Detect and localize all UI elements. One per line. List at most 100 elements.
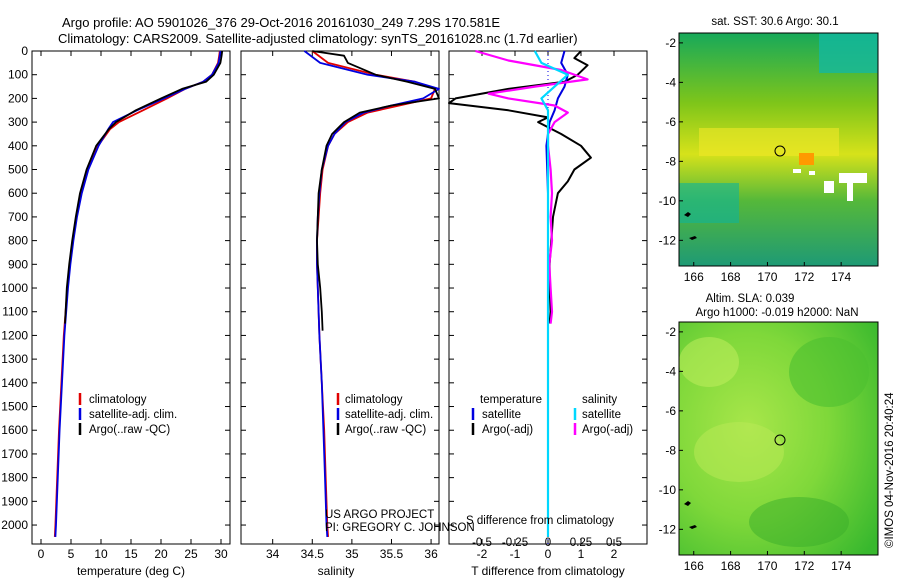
map-y-tick-label: -10: [659, 194, 677, 208]
y-tick-label: 1900: [1, 494, 28, 508]
sst-map-patch: [819, 33, 878, 73]
map-y-tick-label: -12: [659, 233, 677, 247]
sst-map-land: [793, 169, 801, 173]
map-y-tick-label: -4: [665, 75, 676, 89]
legend-header-temperature: temperature: [480, 394, 542, 406]
imos-credit: ©IMOS 04-Nov-2016 20:40:24: [884, 392, 896, 548]
difference-series: [448, 49, 592, 537]
legend-label-climatology: climatology: [89, 394, 147, 406]
salinity-xlabel: salinity: [318, 564, 355, 578]
sst-map-patch: [699, 128, 839, 156]
map-x-tick-label: 172: [794, 559, 814, 573]
temperature-xlabel: temperature (deg C): [77, 564, 185, 578]
map-y-tick-label: -8: [665, 443, 676, 457]
x-tick-label: 35.5: [380, 547, 404, 561]
sst-map-land: [839, 173, 867, 183]
difference-xlabel: T difference from climatology: [471, 564, 625, 578]
x-tick-label-salinity: 0.5: [606, 537, 622, 549]
map-y-tick-label: -4: [665, 364, 676, 378]
sla-map-ticks: 166 168 170 172 174 -2 -4 -6 -8 -10 -12: [659, 325, 852, 573]
legend-label-s-satellite: satellite: [582, 409, 621, 421]
credit-pi: PI: GREGORY C. JOHNSON: [325, 522, 475, 534]
legend-header-salinity: salinity: [582, 394, 617, 406]
difference-legend: temperature salinity satellite Argo(-adj…: [471, 394, 633, 436]
sst-map-land: [847, 183, 853, 201]
x-tick-label: 36: [424, 547, 438, 561]
map-x-tick-label: 168: [721, 559, 741, 573]
x-tick-label-salinity: -0.25: [502, 537, 528, 549]
sst-map-island: [684, 212, 697, 240]
series-line-s-satellite: [533, 50, 569, 537]
series-line-climatology: [311, 50, 436, 537]
sst-map-land: [824, 181, 834, 193]
legend-label-argo: Argo(..raw -QC): [89, 424, 170, 436]
sla-map-blob: [679, 337, 739, 387]
map-x-tick-label: 168: [721, 270, 741, 284]
x-tick-label: 2: [611, 547, 618, 561]
argo-location-marker: [774, 434, 786, 446]
series-line-satellite: [54, 50, 222, 537]
legend-label-satellite: satellite-adj. clim.: [89, 409, 177, 421]
sst-map: sat. SST: 30.6 Argo: 30.1: [659, 16, 879, 284]
map-x-tick-label: 172: [794, 270, 814, 284]
legend-label-s-argo: Argo(-adj): [582, 424, 633, 436]
x-tick-label: 25: [184, 547, 198, 561]
y-tick-label: 600: [8, 186, 28, 200]
x-tick-label: 30: [214, 547, 228, 561]
x-tick-label: 15: [124, 547, 138, 561]
map-x-tick-label: 170: [757, 559, 777, 573]
y-tick-label: 900: [8, 257, 28, 271]
y-tick-label: 2000: [1, 518, 28, 532]
x-tick-label: 35: [345, 547, 359, 561]
x-tick-label-salinity: -0.5: [472, 537, 492, 549]
series-line-climatology: [53, 50, 221, 537]
temperature-panel: 0 5 10 15 20 25 300100200300400500600700800900…: [1, 44, 231, 578]
map-y-tick-label: -6: [665, 115, 676, 129]
map-x-tick-label: 170: [757, 270, 777, 284]
temperature-x-axis: 0 5 10 15 20 25 300100200300400500600700800900…: [1, 44, 230, 561]
title-line-1: Argo profile: AO 5901026_376 29-Oct-2016…: [62, 15, 500, 30]
y-tick-label: 400: [8, 139, 28, 153]
sla-map: Altim. SLA: 0.039 Argo h1000: -0.019 h20…: [659, 293, 879, 573]
x-tick-label: 0: [545, 547, 552, 561]
legend-label-t-argo: Argo(-adj): [482, 424, 533, 436]
sst-map-patch: [799, 153, 814, 165]
map-y-tick-label: -8: [665, 154, 676, 168]
y-tick-label: 1200: [1, 328, 28, 342]
sst-map-ticks: 166 168 170 172 174 -2 -4 -6 -8 -10 -12: [659, 36, 852, 284]
sla-map-island: [684, 501, 697, 529]
y-tick-label: 200: [8, 91, 28, 105]
map-y-tick-label: -2: [665, 325, 676, 339]
sst-map-land: [809, 171, 815, 175]
y-tick-label: 500: [8, 163, 28, 177]
map-x-tick-label: 174: [831, 270, 851, 284]
y-tick-label: 800: [8, 234, 28, 248]
legend-label-t-satellite: satellite: [482, 409, 521, 421]
x-tick-label: 20: [154, 547, 168, 561]
salinity-ticks: 34 34.5 35 35.5 36: [241, 50, 439, 561]
x-tick-label: 34.5: [301, 547, 325, 561]
sla-map-title-line-2: Argo h1000: -0.019 h2000: NaN: [695, 307, 858, 319]
sst-map-frame: [678, 32, 879, 267]
sla-map-blob: [789, 337, 869, 407]
x-tick-label: 1: [578, 547, 585, 561]
y-tick-label: 700: [8, 210, 28, 224]
salinity-axes-frame: [240, 50, 440, 545]
x-tick-label-salinity: 0.25: [570, 537, 592, 549]
legend-label-satellite: satellite-adj. clim.: [345, 409, 433, 421]
x-tick-label: 34: [266, 547, 280, 561]
series-line-argo: [312, 50, 440, 331]
x-tick-label: -1: [510, 547, 521, 561]
x-tick-label: 5: [68, 547, 75, 561]
argo-location-marker: [774, 145, 786, 157]
y-tick-label: 1300: [1, 352, 28, 366]
sla-map-blob: [694, 422, 784, 482]
salinity-series: [303, 50, 440, 537]
legend-label-argo: Argo(..raw -QC): [345, 424, 426, 436]
sla-map-blob: [749, 497, 849, 547]
y-tick-label: 1100: [2, 305, 28, 319]
salinity-legend: climatology satellite-adj. clim. Argo(..…: [336, 393, 433, 436]
